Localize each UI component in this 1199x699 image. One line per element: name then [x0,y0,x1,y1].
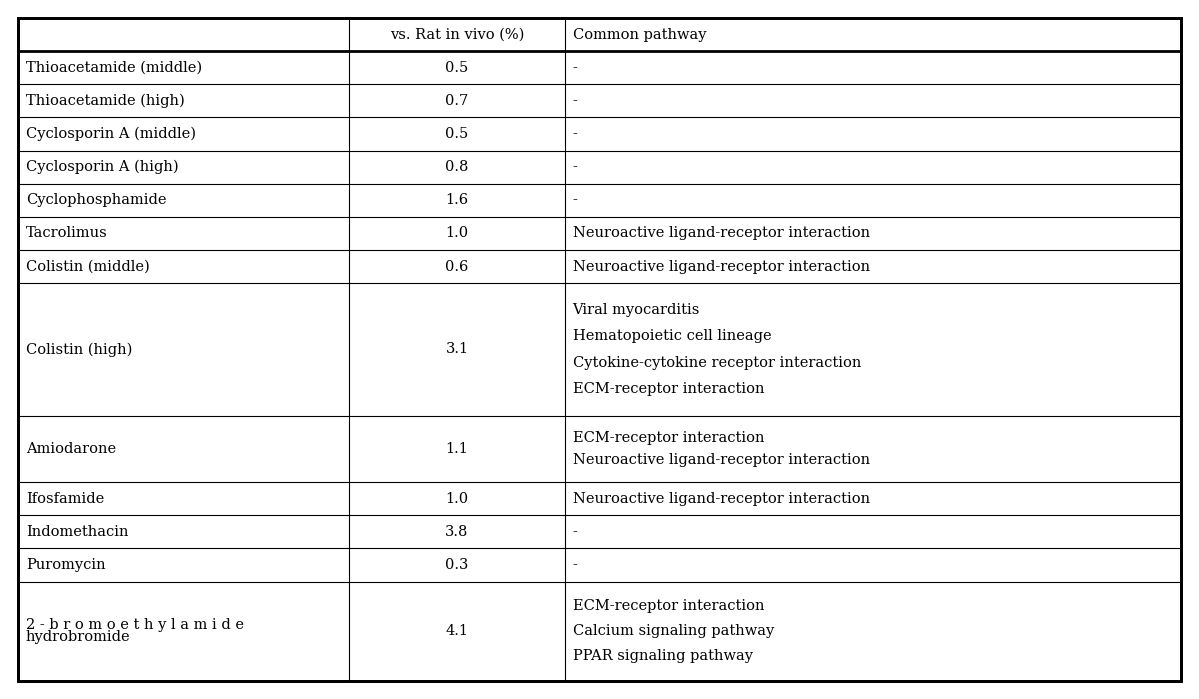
Text: 1.0: 1.0 [446,226,469,240]
Text: Colistin (high): Colistin (high) [26,343,132,356]
Text: 0.5: 0.5 [445,61,469,75]
Text: Neuroactive ligand-receptor interaction: Neuroactive ligand-receptor interaction [573,491,869,505]
Text: Ifosfamide: Ifosfamide [26,491,104,505]
Text: ECM-receptor interaction: ECM-receptor interaction [573,600,764,614]
Text: -: - [573,558,578,572]
Text: Cyclosporin A (high): Cyclosporin A (high) [26,160,179,174]
Text: 0.7: 0.7 [445,94,469,108]
Text: Cytokine-cytokine receptor interaction: Cytokine-cytokine receptor interaction [573,356,861,370]
Text: ECM-receptor interaction: ECM-receptor interaction [573,382,764,396]
Text: Cyclosporin A (middle): Cyclosporin A (middle) [26,127,195,141]
Text: 0.6: 0.6 [445,259,469,273]
Text: -: - [573,127,578,141]
Text: Thioacetamide (middle): Thioacetamide (middle) [26,61,203,75]
Text: Indomethacin: Indomethacin [26,525,128,539]
Text: 0.8: 0.8 [445,160,469,174]
Text: vs. Rat in vivo (%): vs. Rat in vivo (%) [390,27,524,41]
Text: Puromycin: Puromycin [26,558,106,572]
Text: Cyclophosphamide: Cyclophosphamide [26,194,167,208]
Text: Neuroactive ligand-receptor interaction: Neuroactive ligand-receptor interaction [573,259,869,273]
Text: 3.8: 3.8 [445,525,469,539]
Text: Colistin (middle): Colistin (middle) [26,259,150,273]
Text: Calcium signaling pathway: Calcium signaling pathway [573,624,773,638]
Text: hydrobromide: hydrobromide [26,630,131,644]
Text: 1.0: 1.0 [446,491,469,505]
Text: -: - [573,94,578,108]
Text: Thioacetamide (high): Thioacetamide (high) [26,94,185,108]
Text: 3.1: 3.1 [446,343,469,356]
Text: Common pathway: Common pathway [573,27,706,41]
Text: PPAR signaling pathway: PPAR signaling pathway [573,649,753,663]
Text: Neuroactive ligand-receptor interaction: Neuroactive ligand-receptor interaction [573,226,869,240]
Text: 4.1: 4.1 [446,624,469,638]
Text: Viral myocarditis: Viral myocarditis [573,303,700,317]
Text: -: - [573,61,578,75]
Text: 2 - b r o m o e t h y l a m i d e: 2 - b r o m o e t h y l a m i d e [26,619,245,633]
Text: ECM-receptor interaction: ECM-receptor interaction [573,431,764,445]
Text: 0.5: 0.5 [445,127,469,141]
Text: Amiodarone: Amiodarone [26,442,116,456]
Text: 0.3: 0.3 [445,558,469,572]
Text: Tacrolimus: Tacrolimus [26,226,108,240]
Text: -: - [573,194,578,208]
Text: Neuroactive ligand-receptor interaction: Neuroactive ligand-receptor interaction [573,453,869,467]
Text: Hematopoietic cell lineage: Hematopoietic cell lineage [573,329,771,343]
Text: 1.1: 1.1 [446,442,469,456]
Text: 1.6: 1.6 [446,194,469,208]
Text: -: - [573,525,578,539]
Text: -: - [573,160,578,174]
